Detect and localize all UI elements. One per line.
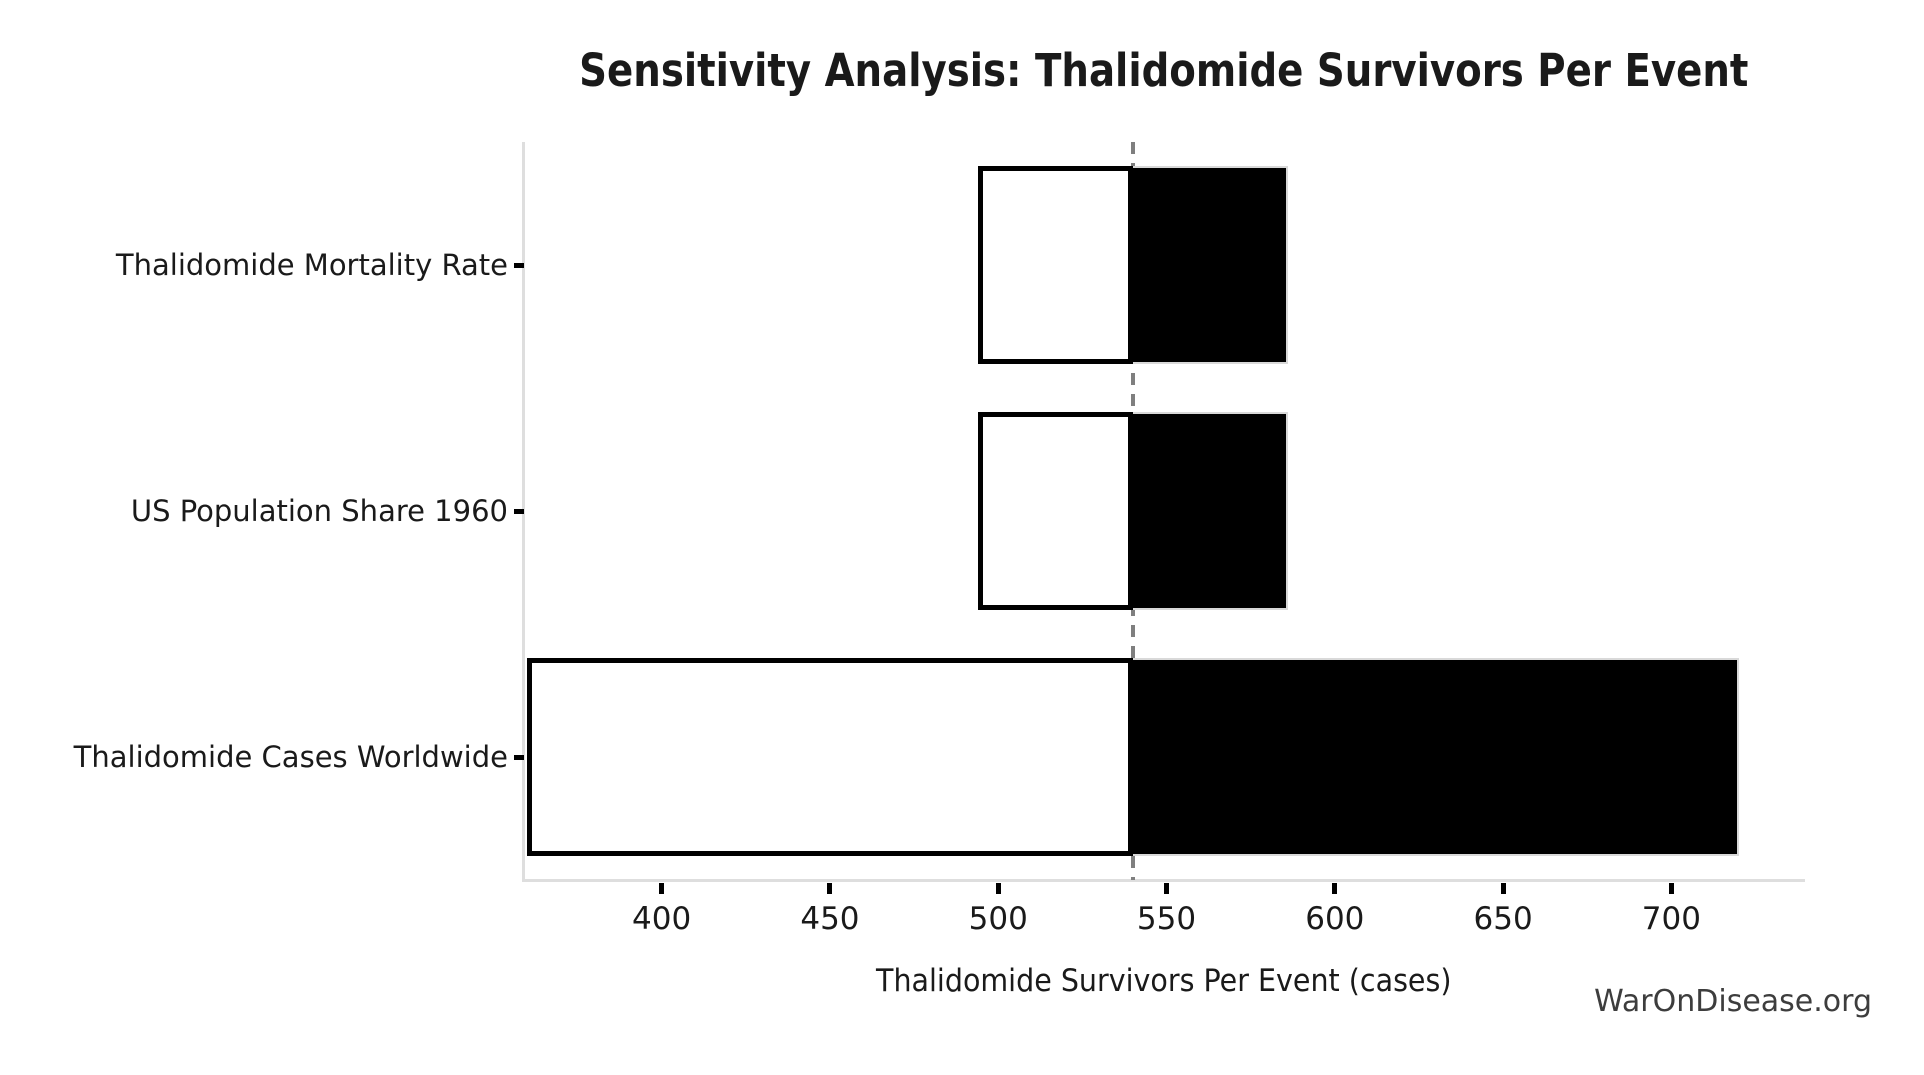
watermark: WarOnDisease.org — [1594, 984, 1872, 1019]
x-axis-title-text: Thalidomide Survivors Per Event (cases) — [875, 963, 1452, 999]
x-tick-label: 500 — [968, 901, 1028, 937]
x-tick-label: 400 — [632, 901, 692, 937]
x-tick-mark — [827, 883, 833, 894]
y-category-label: Thalidomide Mortality Rate — [115, 248, 508, 282]
x-tick-mark — [1164, 883, 1170, 894]
x-tick-label: 600 — [1305, 901, 1365, 937]
low-bar — [978, 412, 1133, 610]
x-tick-mark — [1500, 883, 1506, 894]
y-category-label: Thalidomide Cases Worldwide — [73, 740, 508, 774]
y-tick-mark — [514, 262, 524, 268]
x-tick-mark — [659, 883, 665, 894]
x-tick-label: 650 — [1473, 901, 1533, 937]
x-tick-label: 700 — [1641, 901, 1701, 937]
low-bar — [527, 658, 1133, 856]
y-tick-mark — [514, 508, 524, 514]
plot-area — [525, 142, 1802, 880]
x-axis-spine — [522, 879, 1805, 882]
x-tick-mark — [1668, 883, 1674, 894]
x-tick-mark — [995, 883, 1001, 894]
y-category-label: US Population Share 1960 — [130, 494, 508, 528]
x-tick-mark — [1332, 883, 1338, 894]
low-bar — [978, 166, 1133, 364]
x-axis-title: Thalidomide Survivors Per Event (cases) — [525, 963, 1802, 999]
chart-title: Sensitivity Analysis: Thalidomide Surviv… — [525, 44, 1802, 97]
x-tick-label: 550 — [1136, 901, 1197, 937]
x-tick-label: 450 — [800, 901, 860, 937]
y-tick-mark — [514, 754, 524, 760]
chart-title-text: Sensitivity Analysis: Thalidomide Surviv… — [578, 44, 1749, 97]
